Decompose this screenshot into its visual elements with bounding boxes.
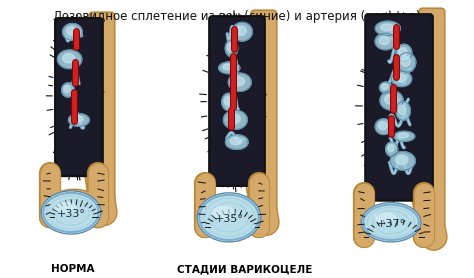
Polygon shape [394,131,415,141]
FancyBboxPatch shape [89,12,115,216]
Polygon shape [401,57,410,66]
Ellipse shape [361,203,421,242]
Polygon shape [63,54,75,63]
FancyBboxPatch shape [419,8,445,241]
Polygon shape [228,73,251,91]
Polygon shape [395,74,406,82]
FancyBboxPatch shape [365,14,433,201]
Polygon shape [396,155,408,165]
Polygon shape [392,71,411,86]
Text: Лозовидное сплетение из вен (синие) и артерия (красная): Лозовидное сплетение из вен (синие) и ар… [53,10,421,23]
Text: +33°: +33° [56,209,85,219]
Polygon shape [224,97,231,105]
Polygon shape [66,27,76,35]
Ellipse shape [54,202,76,214]
Polygon shape [399,105,406,115]
Polygon shape [379,36,390,44]
Ellipse shape [41,191,101,234]
Polygon shape [64,85,70,93]
Polygon shape [396,101,410,120]
Polygon shape [225,40,237,57]
Polygon shape [230,137,241,145]
Polygon shape [228,114,240,124]
Polygon shape [378,122,387,130]
Ellipse shape [199,195,259,240]
Polygon shape [228,43,234,51]
Polygon shape [226,135,248,149]
Text: НОРМА: НОРМА [51,264,95,274]
Polygon shape [219,62,240,74]
Polygon shape [223,64,234,70]
Polygon shape [381,24,393,31]
Polygon shape [382,84,388,90]
Ellipse shape [43,193,99,232]
Polygon shape [232,23,252,41]
Polygon shape [375,21,401,36]
Polygon shape [57,50,82,69]
Ellipse shape [374,212,396,223]
Polygon shape [236,26,246,35]
Polygon shape [380,91,403,110]
Text: СТАДИИ ВАРИКОЦЕЛЕ: СТАДИИ ВАРИКОЦЕЛЕ [177,264,313,274]
Polygon shape [386,142,398,156]
Polygon shape [62,83,74,97]
Polygon shape [388,145,394,152]
FancyBboxPatch shape [251,10,277,226]
Polygon shape [233,77,245,86]
Polygon shape [380,82,392,93]
Polygon shape [68,114,90,126]
Polygon shape [63,24,82,40]
Polygon shape [385,95,396,104]
Ellipse shape [197,193,261,242]
Polygon shape [398,53,416,72]
FancyBboxPatch shape [55,18,103,176]
Polygon shape [223,110,247,129]
FancyBboxPatch shape [209,16,265,186]
Polygon shape [375,33,396,50]
Ellipse shape [363,205,419,240]
Polygon shape [398,133,409,138]
Ellipse shape [211,206,235,219]
Polygon shape [73,116,83,122]
Text: +37°: +37° [376,219,406,229]
Polygon shape [375,119,392,135]
Polygon shape [222,93,236,110]
Polygon shape [396,44,412,61]
Polygon shape [399,48,407,56]
Polygon shape [391,152,415,170]
Text: +35°: +35° [215,214,244,224]
